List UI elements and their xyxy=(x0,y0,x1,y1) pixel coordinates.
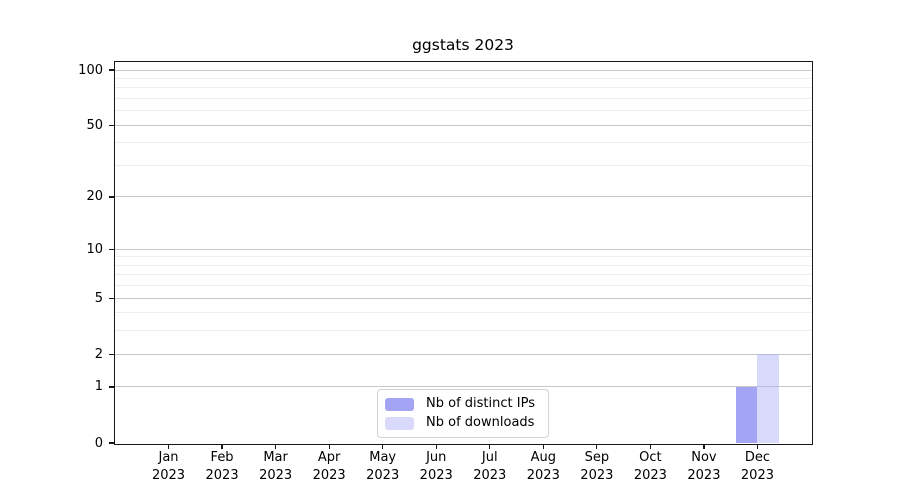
x-axis-tick xyxy=(542,444,544,449)
x-label-month: Sep xyxy=(584,450,610,465)
y-axis-tick xyxy=(108,386,114,388)
gridline-minor xyxy=(115,274,811,276)
gridline-minor xyxy=(115,256,811,258)
x-label-year: 2023 xyxy=(366,467,400,483)
x-label-year: 2023 xyxy=(312,467,346,483)
x-label-year: 2023 xyxy=(205,467,239,483)
y-axis-tick xyxy=(108,124,114,126)
legend-entry: Nb of distinct IPs xyxy=(385,397,535,411)
panel-border xyxy=(113,61,813,446)
y-axis-tick xyxy=(108,442,114,444)
x-axis-tick xyxy=(649,444,652,449)
x-axis-tick xyxy=(167,444,170,449)
y-axis-tick xyxy=(108,69,114,71)
x-axis-tick xyxy=(756,444,759,449)
gridline-minor xyxy=(115,77,811,79)
x-label-year: 2023 xyxy=(151,467,186,483)
x-axis-tick-label: Jun 2023 xyxy=(406,449,466,484)
x-axis-tick-label: Jan 2023 xyxy=(139,449,199,484)
gridline-minor xyxy=(115,330,811,332)
y-axis-tick-label: 0 xyxy=(94,435,103,451)
x-axis-tick-label: Mar 2023 xyxy=(246,449,306,484)
gridline-major xyxy=(115,297,811,299)
x-label-month: Nov xyxy=(691,450,717,465)
gridline-minor xyxy=(115,110,811,112)
x-label-month: Jun xyxy=(426,450,447,465)
y-axis-tick xyxy=(108,196,114,198)
x-label-month: Jan xyxy=(158,450,179,465)
x-label-month: Oct xyxy=(639,450,662,465)
x-label-year: 2023 xyxy=(633,467,667,483)
x-label-month: Aug xyxy=(530,450,556,465)
gridline-major xyxy=(115,353,811,355)
x-axis-tick-label: Feb 2023 xyxy=(192,449,252,484)
x-label-year: 2023 xyxy=(687,467,721,483)
x-axis-tick xyxy=(221,444,223,449)
x-axis-tick xyxy=(328,444,330,449)
x-axis-tick xyxy=(435,444,437,449)
gridline-minor xyxy=(115,97,811,99)
gridline-major xyxy=(115,248,811,250)
y-axis-tick-label: 100 xyxy=(78,62,103,78)
y-axis-tick-label: 1 xyxy=(94,379,103,395)
x-label-month: Dec xyxy=(744,450,771,465)
legend-label: Nb of downloads xyxy=(426,415,535,430)
gridline-major xyxy=(115,386,811,388)
gridline-minor xyxy=(115,164,811,166)
x-label-month: Jul xyxy=(481,450,498,465)
x-label-month: Apr xyxy=(317,450,341,465)
x-axis-tick-label: Dec 2023 xyxy=(727,449,787,484)
legend: Nb of distinct IPs Nb of downloads xyxy=(377,389,549,438)
y-axis-tick-label: 50 xyxy=(86,117,103,133)
x-axis-tick-label: Aug 2023 xyxy=(513,449,573,484)
chart-title: ggstats 2023 xyxy=(412,36,514,54)
x-axis-tick xyxy=(382,444,384,449)
x-label-year: 2023 xyxy=(259,467,293,483)
y-axis-tick-label: 5 xyxy=(94,290,103,306)
y-axis-tick xyxy=(108,297,114,299)
y-axis-tick-label: 20 xyxy=(86,189,103,205)
x-label-month: Feb xyxy=(210,450,234,465)
gridline-major xyxy=(115,196,811,198)
gridline-minor xyxy=(115,285,811,287)
gridline-minor xyxy=(115,87,811,89)
x-label-year: 2023 xyxy=(526,467,560,483)
y-axis-tick-label: 2 xyxy=(94,346,103,362)
y-axis-tick xyxy=(108,353,114,355)
y-axis-tick-label: 10 xyxy=(86,241,103,257)
x-label-month: May xyxy=(369,450,397,465)
x-axis-tick-label: Apr 2023 xyxy=(299,449,359,484)
legend-swatch-icon xyxy=(385,397,415,411)
y-axis-tick xyxy=(108,248,114,250)
x-axis-tick-label: Sep 2023 xyxy=(567,449,627,484)
legend-label: Nb of distinct IPs xyxy=(426,396,535,411)
legend-swatch-icon xyxy=(385,416,415,430)
bar-distinct-ips xyxy=(735,386,758,443)
x-label-year: 2023 xyxy=(580,467,614,483)
x-axis-tick-label: Jul 2023 xyxy=(460,449,520,484)
x-axis-tick-label: Oct 2023 xyxy=(620,449,680,484)
x-axis-tick xyxy=(596,444,598,449)
gridline-major xyxy=(115,69,811,71)
gridline-major xyxy=(115,124,811,126)
gridline-minor xyxy=(115,312,811,314)
legend-entry: Nb of downloads xyxy=(385,416,535,430)
x-label-month: Mar xyxy=(263,450,288,465)
x-axis-tick-label: Nov 2023 xyxy=(674,449,734,484)
x-label-year: 2023 xyxy=(740,467,774,483)
x-label-year: 2023 xyxy=(473,467,507,483)
bar-downloads xyxy=(757,354,779,443)
gridline-minor xyxy=(115,264,811,266)
x-axis-tick-label: May 2023 xyxy=(353,449,413,484)
x-axis-tick xyxy=(274,444,277,449)
x-label-year: 2023 xyxy=(419,467,453,483)
x-axis-tick xyxy=(703,444,705,449)
x-axis-tick xyxy=(489,444,491,449)
gridline-minor xyxy=(115,142,811,144)
